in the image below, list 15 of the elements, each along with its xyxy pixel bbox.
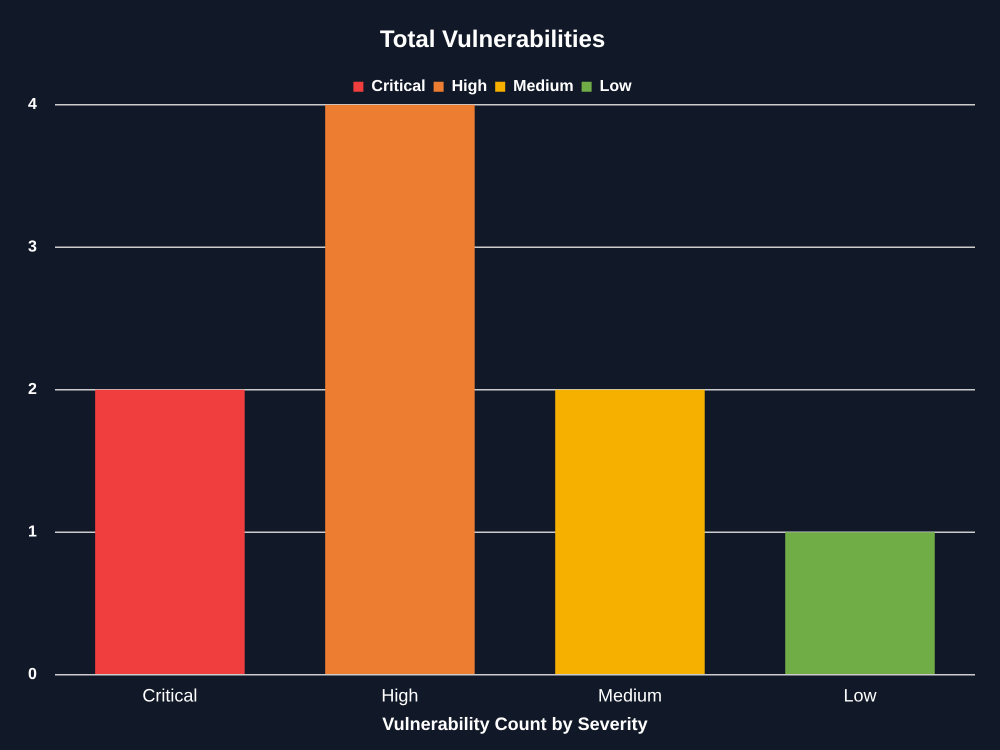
y-tick-label: 0 <box>28 666 37 684</box>
x-tick-label: Low <box>843 686 878 706</box>
chart-title: Total Vulnerabilities <box>380 26 606 54</box>
x-tick-label: Medium <box>598 686 662 706</box>
y-tick-label: 1 <box>28 524 37 541</box>
x-tick-label: High <box>381 686 418 706</box>
x-axis-title: Vulnerability Count by Severity <box>382 714 648 734</box>
y-tick-label: 3 <box>28 238 37 256</box>
legend-label: High <box>452 78 488 96</box>
y-tick-label: 2 <box>28 381 37 398</box>
legend-label: Low <box>600 78 632 96</box>
legend-label: Critical <box>371 78 426 96</box>
y-tick-label: 4 <box>28 96 37 114</box>
legend-label: Medium <box>513 78 574 96</box>
x-tick-label: Critical <box>142 686 198 706</box>
